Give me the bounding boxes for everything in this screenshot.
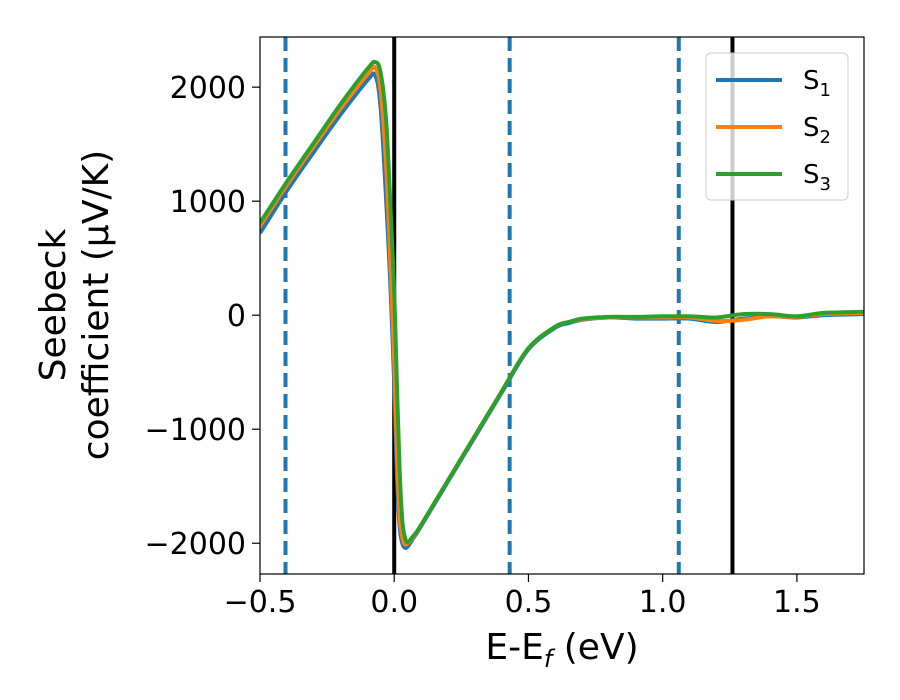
- y-axis-label-line-2: coefficient (μV/K): [76, 150, 117, 460]
- y-tick-label: 1000: [170, 185, 246, 220]
- series-layer: [260, 59, 864, 551]
- x-tick-label: 0.0: [370, 585, 418, 620]
- x-axis-label: E-Ef (eV): [485, 627, 638, 673]
- x-tick-label: 1.5: [773, 585, 821, 620]
- x-tick-label: 1.0: [639, 585, 687, 620]
- reference-lines: [283, 37, 735, 574]
- x-tick-label: 0.5: [505, 585, 553, 620]
- series-line-s3: [260, 59, 864, 545]
- y-tick-label: 2000: [170, 71, 246, 106]
- legend-label-s2: S2: [803, 113, 831, 148]
- legend-label-s3: S3: [803, 160, 831, 195]
- legend: S1 S2 S3: [705, 52, 849, 201]
- plot-frame: [259, 36, 865, 575]
- legend-label-s1: S1: [803, 66, 831, 101]
- y-tick-label: −1000: [145, 413, 246, 448]
- y-axis: 2000 1000 0 −1000 −2000: [145, 71, 260, 562]
- x-axis: −0.5 0.0 0.5 1.0 1.5: [224, 574, 821, 620]
- y-tick-label: 0: [227, 299, 246, 334]
- x-tick-label: −0.5: [224, 585, 297, 620]
- y-tick-label: −2000: [145, 527, 246, 562]
- y-axis-label-line-1: Seebeck: [33, 228, 74, 381]
